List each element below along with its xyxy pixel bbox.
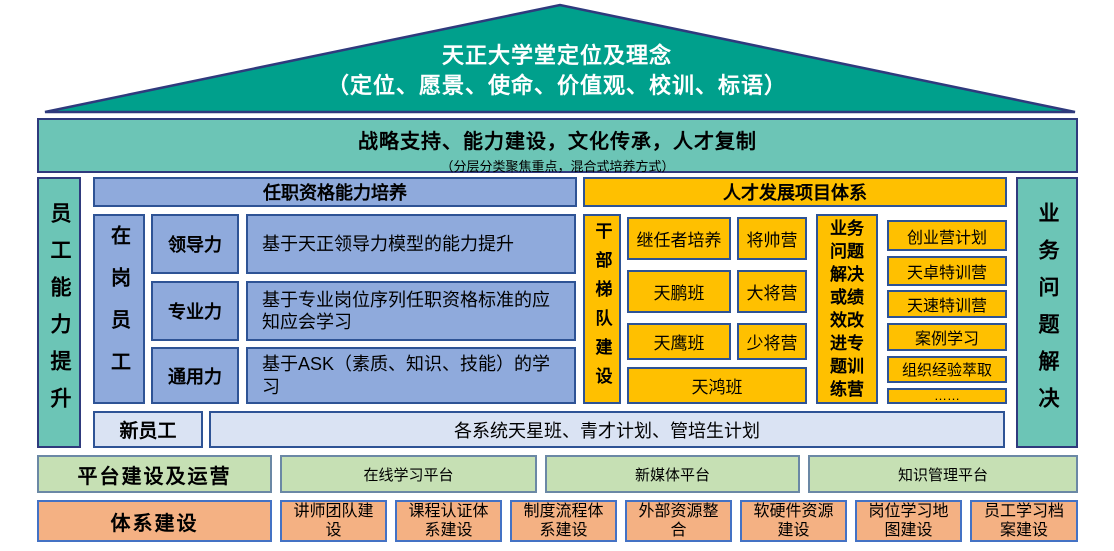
leadership-label: 领导力 <box>151 214 239 274</box>
talent-grid-cell-successor: 继任者培养 <box>627 217 731 260</box>
on-the-job-staff-text: 在岗员工 <box>107 225 130 393</box>
cadre-ladder-label: 干部梯队建设 <box>583 214 621 404</box>
roof-shape <box>44 3 1076 114</box>
professional-desc: 基于专业岗位序列任职资格标准的应知应会学习 <box>246 281 576 341</box>
talent-extra-item-case-study: 案例学习 <box>887 323 1007 351</box>
system-item-process-system: 制度流程体系建设 <box>510 500 617 542</box>
talent-grid-cell-dajiang: 大将营 <box>737 270 807 313</box>
strategy-banner-title: 战略支持、能力建设，文化传承，人才复制 <box>358 131 757 153</box>
new-staff-label: 新员工 <box>93 411 203 448</box>
system-item-course-cert: 课程认证体系建设 <box>395 500 502 542</box>
system-row-label: 体系建设 <box>37 500 272 542</box>
on-the-job-staff-label: 在岗员工 <box>93 214 145 404</box>
talent-extra-item-ellipsis: …… <box>887 388 1007 404</box>
right-pillar-business-problem: 业务问题解决 <box>1016 177 1078 448</box>
system-item-trainer-team: 讲师团队建设 <box>280 500 387 542</box>
talent-grid-cell-tianhong: 天鸿班 <box>627 367 807 404</box>
general-ability-desc: 基于ASK（素质、知识、技能）的学习 <box>246 347 576 404</box>
talent-grid-cell-tianpeng: 天鹏班 <box>627 270 731 313</box>
talent-extra-item-org-experience: 组织经验萃取 <box>887 356 1007 383</box>
strategy-banner-subtitle: （分层分类聚焦重点，混合式培养方式） <box>440 159 675 174</box>
talent-extra-item-tiansu-camp: 天速特训营 <box>887 290 1007 318</box>
talent-grid-cell-shaojiang: 少将营 <box>737 323 807 360</box>
talent-extra-item-startup-camp: 创业营计划 <box>887 220 1007 251</box>
platform-item-new-media: 新媒体平台 <box>545 455 800 493</box>
cadre-ladder-text: 干部梯队建设 <box>592 222 612 396</box>
strategy-banner: 战略支持、能力建设，文化传承，人才复制 （分层分类聚焦重点，混合式培养方式） <box>37 118 1078 174</box>
system-item-external-res: 外部资源整合 <box>625 500 732 542</box>
right-pillar-label: 业务问题解决 <box>1036 201 1059 424</box>
leadership-desc: 基于天正领导力模型的能力提升 <box>246 214 576 274</box>
system-item-learning-record: 员工学习档案建设 <box>970 500 1078 542</box>
system-item-learning-map: 岗位学习地图建设 <box>855 500 962 542</box>
platform-row-label: 平台建设及运营 <box>37 455 272 493</box>
performance-camp-label: 业务问题解决或绩效改进专题训练营 <box>816 214 878 404</box>
platform-item-knowledge: 知识管理平台 <box>808 455 1078 493</box>
talent-extra-item-tianzhuo-camp: 天卓特训营 <box>887 256 1007 286</box>
platform-item-elearning: 在线学习平台 <box>280 455 537 493</box>
professional-label: 专业力 <box>151 281 239 341</box>
talent-grid-cell-tianying: 天鹰班 <box>627 323 731 360</box>
talent-section-header: 人才发展项目体系 <box>583 177 1007 207</box>
performance-camp-text: 业务问题解决或绩效改进专题训练营 <box>830 219 864 399</box>
left-pillar-label: 员工能力提升 <box>48 201 71 424</box>
qualification-section-header: 任职资格能力培养 <box>93 177 577 207</box>
left-pillar-employee-capability: 员工能力提升 <box>37 177 81 448</box>
talent-grid-cell-jiangshuai: 将帅营 <box>737 217 807 260</box>
system-item-hardware-res: 软硬件资源建设 <box>740 500 847 542</box>
new-staff-programs: 各系统天星班、青才计划、管培生计划 <box>209 411 1005 448</box>
roof-title: 天正大学堂定位及理念 <box>441 43 672 68</box>
general-ability-label: 通用力 <box>151 347 239 404</box>
roof-subtitle: （定位、愿景、使命、价值观、校训、标语） <box>326 73 787 98</box>
